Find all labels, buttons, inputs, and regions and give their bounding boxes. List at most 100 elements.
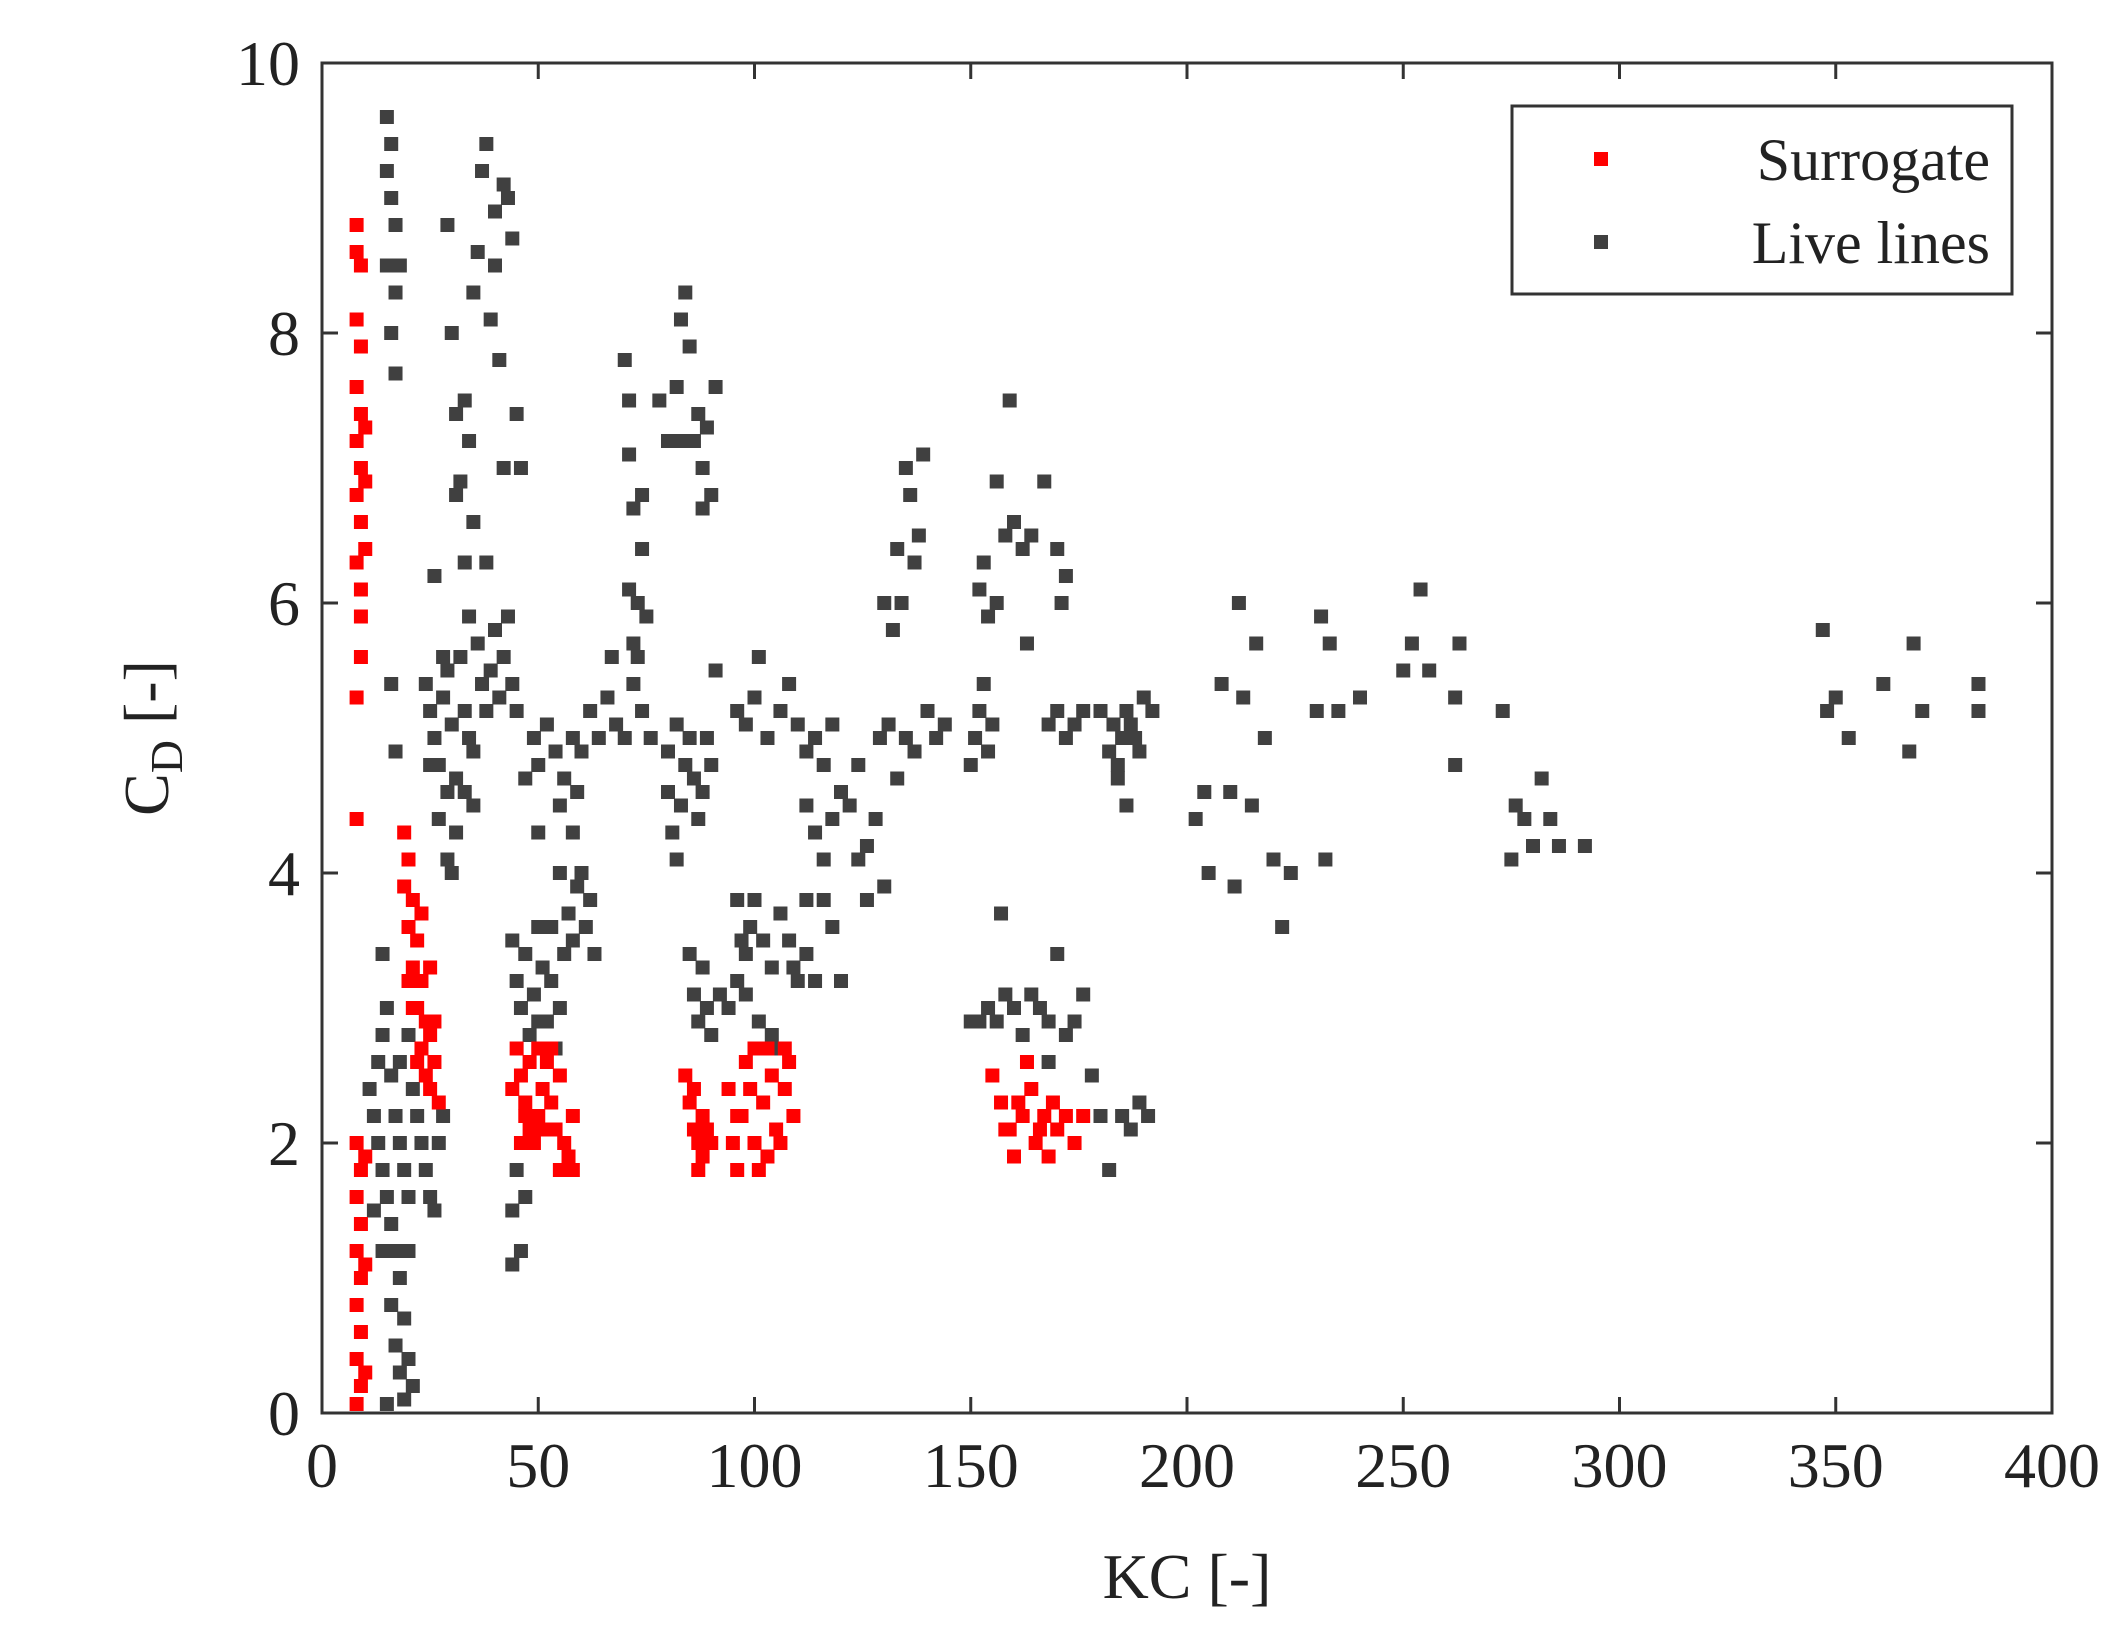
data-point [362,1082,377,1096]
data-point [358,420,373,435]
data-point [375,1163,390,1177]
data-point [388,1338,403,1353]
data-point [392,1365,407,1380]
data-point [496,650,511,664]
data-point [661,434,675,448]
data-point [734,933,749,948]
data-point [622,582,637,597]
data-point [981,609,996,624]
series-surrogate [349,218,1091,1411]
data-point [427,1014,442,1029]
data-point [1275,920,1290,934]
data-point [457,555,472,570]
data-point [743,920,758,934]
y-tick-label: 2 [268,1108,300,1179]
data-point [552,1001,567,1015]
data-point [699,1001,714,1015]
data-point [617,353,632,367]
data-point [1032,1122,1047,1137]
data-point [552,1163,567,1177]
data-point [414,974,429,988]
data-point [1971,677,1986,691]
data-point [1011,1095,1026,1110]
data-point [1019,636,1034,651]
data-point [353,1217,368,1231]
data-point [444,866,459,880]
data-point [371,1055,386,1069]
data-point [851,758,866,772]
data-point [730,974,745,988]
legend: Surrogate Live lines [1510,104,2014,296]
data-point [349,812,364,826]
data-point [1128,731,1143,745]
data-point [466,285,481,300]
data-point [1058,569,1073,583]
data-point [427,731,442,745]
data-point [622,447,637,462]
data-point [462,434,477,448]
data-point [1318,852,1333,867]
data-point [1534,771,1549,786]
data-point [444,717,459,732]
data-point [643,731,658,745]
data-point [1249,636,1264,651]
data-point [626,636,641,651]
data-point [375,1244,390,1258]
data-point [1828,690,1843,705]
data-point [349,1190,364,1204]
data-point [544,920,559,934]
data-point [500,609,515,624]
data-point [440,785,455,799]
data-point [1032,1001,1047,1015]
data-point [842,798,857,813]
data-point [1132,744,1147,759]
data-point [388,218,403,232]
data-point [1577,839,1592,853]
data-point [392,258,407,273]
data-point [916,447,931,462]
data-point [353,1379,368,1393]
data-point [565,933,580,948]
data-point [630,650,645,664]
data-point [388,1109,403,1123]
data-point [994,1095,1009,1110]
data-point [453,650,468,664]
data-point [972,1014,987,1029]
data-point [488,204,502,219]
data-point [449,771,464,786]
data-point [725,1136,740,1150]
x-tick-label: 250 [1355,1430,1451,1501]
data-point [397,879,412,894]
data-point [349,1397,364,1411]
data-point [591,731,606,745]
data-point [600,690,615,705]
data-point [1119,798,1134,813]
data-point [423,960,438,975]
data-point [825,812,840,826]
data-point [1015,1028,1030,1042]
data-point [985,1068,1000,1083]
data-point [877,596,892,610]
data-point [907,555,922,570]
data-point [436,650,451,664]
data-point [1024,987,1039,1002]
data-point [535,1122,550,1137]
data-point [414,1041,429,1056]
data-point [423,1190,438,1204]
data-point [808,974,823,988]
data-point [626,501,641,516]
data-point [756,933,771,948]
data-point [405,960,420,975]
data-point [1123,1122,1138,1137]
data-point [492,353,507,367]
data-point [1188,812,1203,826]
data-point [397,1392,412,1407]
data-point [1543,812,1558,826]
data-point [976,555,991,570]
data-point [522,1055,537,1069]
data-point [760,1041,775,1056]
data-point [440,218,455,232]
data-point [782,1055,797,1069]
data-point [808,825,823,840]
